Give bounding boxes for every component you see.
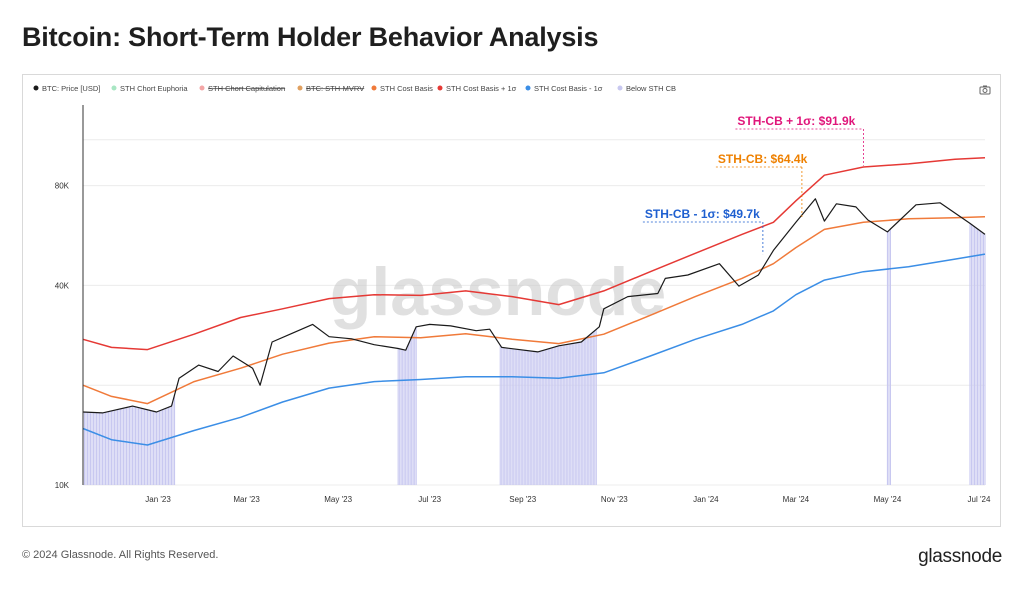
below-cb-bars: [82, 223, 986, 485]
annotation-label: STH-CB + 1σ: $91.9k: [737, 114, 855, 128]
y-tick-label: 10K: [55, 481, 70, 490]
legend-item-label: BTC: STH-MVRV: [306, 84, 364, 93]
x-tick-label: Jan '23: [145, 495, 171, 504]
legend-marker: [199, 85, 205, 91]
legend-item-label: BTC: Price [USD]: [42, 84, 100, 93]
y-tick-label: 80K: [55, 182, 70, 191]
series-line: [82, 198, 986, 414]
axes: 10K 40K 80K Jan '23 Mar '23 May '23 Jul '23 Sep…: [55, 105, 991, 504]
camera-icon[interactable]: [979, 85, 991, 95]
legend-item-label: STH Chort Capitulation: [208, 84, 285, 93]
series-line: [82, 253, 986, 446]
legend-marker: [437, 85, 443, 91]
watermark: glassnode: [330, 254, 666, 330]
footer-copyright: © 2024 Glassnode. All Rights Reserved.: [22, 549, 219, 561]
legend-item-label: STH Cost Basis + 1σ: [446, 84, 517, 93]
page-title: Bitcoin: Short-Term Holder Behavior Anal…: [22, 22, 599, 52]
annotation-label: STH-CB - 1σ: $49.7k: [645, 207, 760, 221]
x-tick-label: Jul '23: [418, 495, 441, 504]
grid-lines: [83, 139, 985, 486]
x-tick-label: Jan '24: [693, 495, 719, 504]
legend-marker: [297, 85, 303, 91]
series-lines: [82, 157, 986, 446]
legend-marker: [371, 85, 377, 91]
x-tick-label: Mar '24: [783, 495, 810, 504]
annotations: STH-CB + 1σ: $91.9k STH-CB: $64.4k STH-CB …: [642, 114, 864, 255]
legend-marker: [525, 85, 531, 91]
legend-item-label: STH Cost Basis - 1σ: [534, 84, 603, 93]
x-tick-label: Jul '24: [968, 495, 991, 504]
footer-brand: glassnode: [918, 546, 1002, 567]
annotation-label: STH-CB: $64.4k: [718, 152, 808, 166]
legend-marker: [617, 85, 623, 91]
x-tick-label: Sep '23: [509, 495, 536, 504]
x-tick-label: May '24: [874, 495, 902, 504]
y-tick-label: 40K: [55, 281, 70, 290]
x-tick-label: Nov '23: [601, 495, 628, 504]
legend-marker: [111, 85, 117, 91]
legend-item-label: STH Chort Euphoria: [120, 84, 188, 93]
legend-item-label: Below STH CB: [626, 84, 676, 93]
chart-panel: BTC: Price [USD] STH Chort Euphoria STH Ch…: [22, 74, 1001, 527]
legend-item-label: STH Cost Basis: [380, 84, 433, 93]
chart-legend: BTC: Price [USD] STH Chort Euphoria STH Ch…: [33, 84, 676, 93]
series-line: [82, 157, 986, 351]
legend-marker: [33, 85, 39, 91]
chart: BTC: Price [USD] STH Chort Euphoria STH Ch…: [33, 84, 991, 504]
x-tick-label: May '23: [324, 495, 352, 504]
x-tick-label: Mar '23: [233, 495, 260, 504]
series-line: [82, 216, 986, 405]
